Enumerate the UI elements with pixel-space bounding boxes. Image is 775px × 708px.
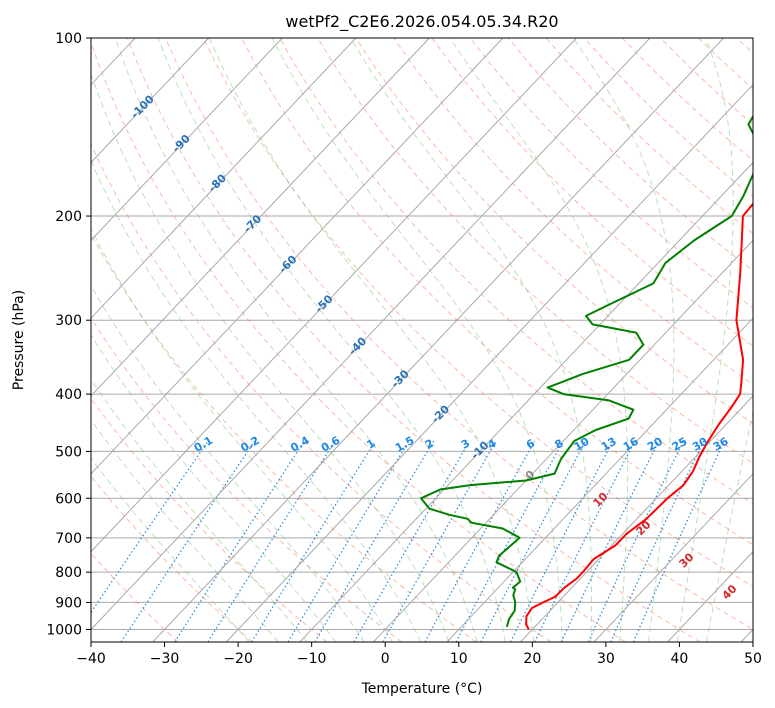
mixing-ratio-line <box>632 440 726 642</box>
isotherm-line <box>593 473 753 642</box>
temperature-line <box>525 202 753 630</box>
moist-adiabat <box>91 334 336 642</box>
moist-adiabat <box>115 38 478 642</box>
y-axis-title: Pressure (hPa) <box>11 290 27 390</box>
dry-adiabat <box>91 41 626 642</box>
y-tick-label: 600 <box>55 491 82 507</box>
mixing-ratio-line <box>510 440 614 642</box>
plot-frame <box>90 37 754 643</box>
y-tick-label: 200 <box>55 209 82 225</box>
x-tick-label: 50 <box>744 651 762 667</box>
isotherm-line <box>91 38 357 319</box>
x-tick-label: 10 <box>450 651 468 667</box>
x-axis-title: Temperature (°C) <box>361 681 483 697</box>
dry-adiabat <box>91 143 552 642</box>
mixing-ratio-line <box>610 440 705 642</box>
sounding-series <box>420 114 753 630</box>
dry-adiabat <box>393 38 753 385</box>
y-tick-label: 100 <box>55 31 82 47</box>
isotherm-line <box>152 38 724 642</box>
mixing-ratio-line <box>207 440 336 642</box>
isotherm-line <box>299 161 753 642</box>
dry-adiabat <box>126 38 701 642</box>
moist-adiabat <box>91 227 393 642</box>
isotherm-line <box>91 38 504 475</box>
dry-adiabat <box>91 475 253 642</box>
y-tick-label: 900 <box>55 595 82 611</box>
x-tick-label: 30 <box>597 651 615 667</box>
mixing-ratio-line <box>174 440 306 642</box>
dry-adiabat <box>91 233 477 642</box>
dry-adiabat <box>241 38 753 546</box>
isotherm-line <box>446 317 753 642</box>
mixing-ratio-line <box>120 440 256 642</box>
y-tick-label: 300 <box>55 313 82 329</box>
mixing-ratio-lines <box>91 440 726 642</box>
x-tick-label: −30 <box>150 651 180 667</box>
mixing-ratio-line <box>424 440 536 642</box>
moist-adiabat <box>91 284 365 642</box>
isotherm-line <box>91 38 651 631</box>
y-tick-label: 1000 <box>46 622 82 638</box>
moist-adiabat <box>91 72 450 642</box>
y-tick-label: 500 <box>55 444 82 460</box>
dry-adiabat <box>279 38 753 505</box>
dry-adiabat <box>164 38 753 631</box>
moist-adiabat <box>706 409 753 642</box>
dewpoint-line <box>420 114 753 628</box>
moist-adiabat <box>208 38 535 642</box>
y-tick-label: 800 <box>55 565 82 581</box>
dry-adiabat <box>203 38 753 588</box>
mixing-ratio-line <box>534 440 636 642</box>
moist-adiabat <box>350 38 592 642</box>
x-tick-label: 20 <box>523 651 541 667</box>
moist-adiabat <box>572 38 675 642</box>
moist-adiabat <box>91 419 279 642</box>
isotherm-lines <box>91 38 753 642</box>
x-tick-label: −10 <box>297 651 327 667</box>
y-tick-label: 400 <box>55 387 82 403</box>
dry-adiabat <box>469 38 753 309</box>
mixing-ratio-line <box>287 440 410 642</box>
isotherm-line <box>91 38 210 164</box>
moist-adiabat <box>91 457 250 642</box>
moist-adiabat <box>677 38 734 642</box>
isotherm-line <box>373 239 753 642</box>
isotherm-line <box>91 38 577 553</box>
mixing-ratio-line <box>353 440 471 642</box>
x-tick-label: 0 <box>381 651 390 667</box>
isotherm-line <box>91 38 283 242</box>
axes: −40 −30 −20 −10 0 10 20 30 40 50 100 200 300 400 500 60… <box>46 31 762 667</box>
isotherm-line <box>520 395 753 642</box>
x-tick-label: −20 <box>223 651 253 667</box>
chart-title: wetPf2_C2E6.2026.054.05.34.R20 <box>285 12 558 32</box>
mixing-ratio-line <box>251 440 377 642</box>
x-tick-label: −40 <box>76 651 106 667</box>
isotherm-line <box>225 83 753 642</box>
isotherm-line <box>91 38 430 397</box>
x-tick-label: 40 <box>671 651 689 667</box>
dry-adiabat <box>355 38 753 425</box>
y-tick-label: 700 <box>55 531 82 547</box>
mixing-ratio-line <box>382 440 497 642</box>
mixing-ratio-line <box>314 440 435 642</box>
moist-adiabat <box>449 38 629 642</box>
moist-adiabat <box>91 378 308 642</box>
